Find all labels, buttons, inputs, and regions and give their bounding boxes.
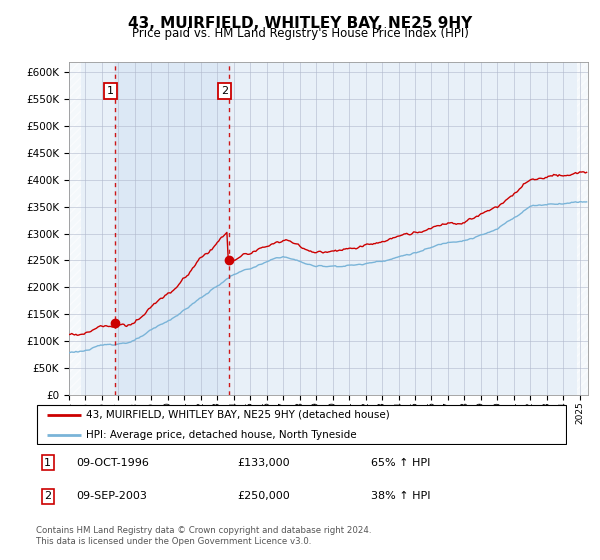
Text: 65% ↑ HPI: 65% ↑ HPI [371,458,430,468]
Bar [115,62,229,395]
Text: 1: 1 [44,458,51,468]
Text: 43, MUIRFIELD, WHITLEY BAY, NE25 9HY (detached house): 43, MUIRFIELD, WHITLEY BAY, NE25 9HY (de… [86,410,390,420]
Text: 1: 1 [107,86,114,96]
Text: 09-OCT-1996: 09-OCT-1996 [76,458,149,468]
Text: HPI: Average price, detached house, North Tyneside: HPI: Average price, detached house, Nort… [86,430,357,440]
Text: 43, MUIRFIELD, WHITLEY BAY, NE25 9HY: 43, MUIRFIELD, WHITLEY BAY, NE25 9HY [128,16,472,31]
Text: £250,000: £250,000 [238,491,290,501]
Text: £133,000: £133,000 [238,458,290,468]
Text: 2: 2 [221,86,228,96]
Text: Contains HM Land Registry data © Crown copyright and database right 2024.
This d: Contains HM Land Registry data © Crown c… [36,526,371,546]
Text: Price paid vs. HM Land Registry's House Price Index (HPI): Price paid vs. HM Land Registry's House … [131,27,469,40]
Text: 38% ↑ HPI: 38% ↑ HPI [371,491,430,501]
Bar [69,62,80,395]
Text: 09-SEP-2003: 09-SEP-2003 [76,491,146,501]
FancyBboxPatch shape [37,405,566,444]
Text: 2: 2 [44,491,51,501]
Bar [577,62,588,395]
